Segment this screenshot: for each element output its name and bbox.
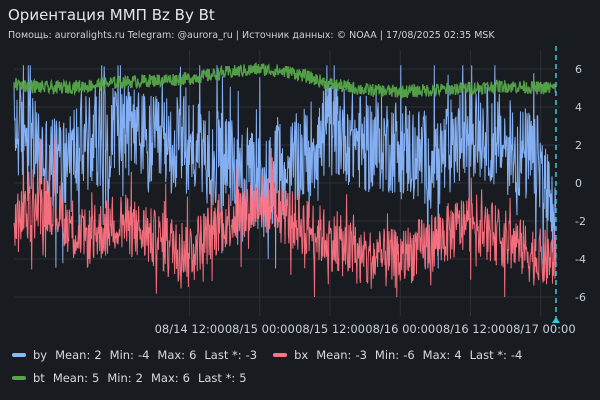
legend-label-min: Min: <box>374 348 400 362</box>
legend-label-min: Min: <box>109 348 134 362</box>
legend-bt-min: 2 <box>135 371 143 385</box>
chart-title: Ориентация ММП Bz By Bt <box>8 6 215 24</box>
legend-by-max: 6 <box>189 348 197 362</box>
legend-swatch-by <box>12 353 26 357</box>
legend-item-by[interactable]: by Mean: 2 Min: -4 Max: 6 Last *: -3 <box>12 348 257 362</box>
y-tick-label: -6 <box>575 291 586 304</box>
legend-label-mean: Mean: <box>55 348 91 362</box>
legend-name-by: by <box>33 348 48 362</box>
series-line-bt <box>13 62 557 99</box>
legend-bx-mean: -3 <box>355 348 367 362</box>
legend-bt-last: 5 <box>239 371 247 385</box>
current-time-marker <box>551 46 560 323</box>
x-tick-label: 08/14 12:00 <box>155 322 225 336</box>
legend-label-max: Max: <box>157 348 186 362</box>
legend-bx-max: 4 <box>454 348 462 362</box>
x-tick-label: 08/15 12:00 <box>295 322 365 336</box>
legend-label-last: Last *: <box>204 348 242 362</box>
legend-bt-mean: 5 <box>92 371 100 385</box>
legend-row-1: by Mean: 2 Min: -4 Max: 6 Last *: -3 bx Mean… <box>12 345 538 365</box>
legend-name-bt: bt <box>33 371 45 385</box>
legend-bt-max: 6 <box>182 371 190 385</box>
y-tick-label: 0 <box>575 177 582 190</box>
now-marker-triangle[interactable] <box>551 317 560 323</box>
legend-item-bx[interactable]: bx Mean: -3 Min: -6 Max: 4 Last *: -4 <box>273 348 522 362</box>
y-tick-label: 6 <box>575 63 582 76</box>
legend-label-max: Max: <box>150 371 179 385</box>
y-tick-label: -2 <box>575 215 586 228</box>
legend-label-mean: Mean: <box>52 371 89 385</box>
legend-label-max: Max: <box>422 348 451 362</box>
legend-label-last: Last *: <box>197 371 236 385</box>
legend-by-mean: 2 <box>94 348 102 362</box>
legend-bx-last: -4 <box>510 348 523 362</box>
legend-label-min: Min: <box>107 371 132 385</box>
legend-item-bt[interactable]: bt Mean: 5 Min: 2 Max: 6 Last *: 5 <box>12 371 247 385</box>
legend-row-2: bt Mean: 5 Min: 2 Max: 6 Last *: 5 <box>12 368 538 388</box>
legend-name-bx: bx <box>294 348 309 362</box>
legend-by-last: -3 <box>245 348 258 362</box>
legend-bx-min: -6 <box>403 348 415 362</box>
chart-subtitle: Помощь: auroralights.ru Telegram: @auror… <box>8 30 495 41</box>
legend-label-last: Last *: <box>469 348 507 362</box>
y-tick-label: -4 <box>575 253 586 266</box>
x-axis: 08/14 12:00 08/15 00:00 08/15 12:00 08/16 0… <box>155 322 576 336</box>
legend-swatch-bx <box>273 353 288 357</box>
y-tick-label: 4 <box>575 101 582 114</box>
x-tick-label: 08/16 12:00 <box>436 322 506 336</box>
x-tick-label: 08/15 00:00 <box>225 322 295 336</box>
series-line-bx <box>13 137 557 298</box>
legend: by Mean: 2 Min: -4 Max: 6 Last *: -3 bx Mean… <box>12 345 538 391</box>
series-layer <box>13 62 557 298</box>
x-tick-label: 08/17 00:00 <box>506 322 576 336</box>
x-tick-label: 08/16 00:00 <box>365 322 435 336</box>
legend-by-min: -4 <box>137 348 150 362</box>
y-tick-label: 2 <box>575 139 582 152</box>
legend-swatch-bt <box>12 376 26 380</box>
legend-label-mean: Mean: <box>316 348 352 362</box>
y-axis: 6 4 2 0 -2 -4 -6 <box>575 63 586 304</box>
